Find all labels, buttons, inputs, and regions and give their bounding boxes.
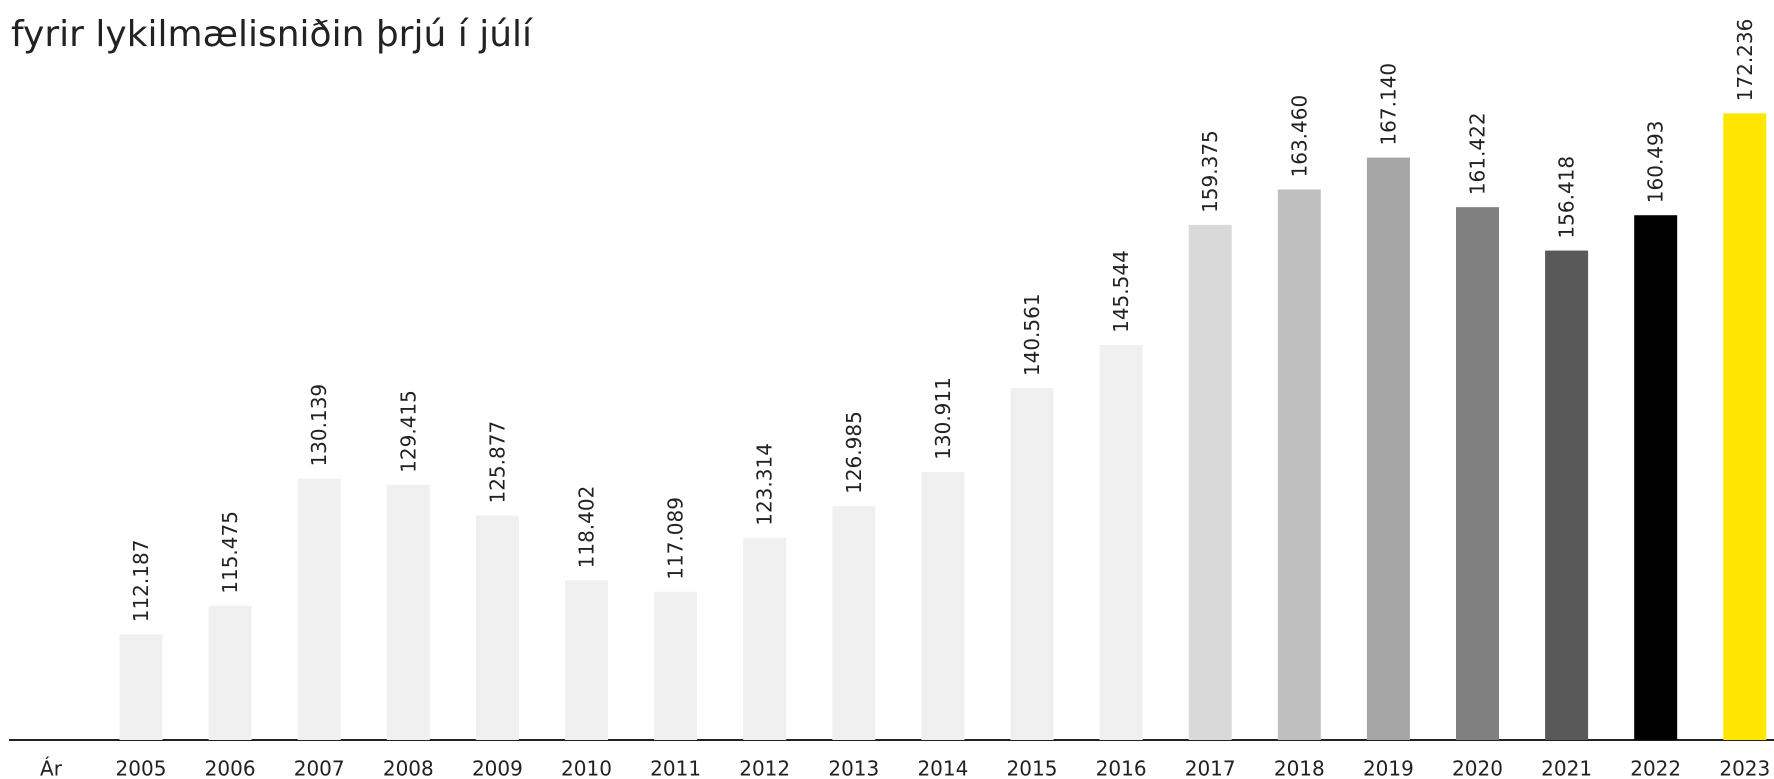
bar [921,471,965,740]
bar [208,605,252,740]
x-tick-label: 2014 [917,757,968,779]
value-label: 140.561 [1020,293,1044,376]
value-label: 125.877 [485,421,509,504]
value-label: 118.402 [575,486,599,569]
bar [1545,250,1589,740]
bar [475,515,519,740]
x-tick-label: 2021 [1541,757,1592,779]
value-label: 129.415 [396,390,420,473]
value-label: 160.493 [1644,121,1668,204]
bar [743,537,787,740]
value-label: 130.911 [931,377,955,460]
x-tick-label: 2015 [1007,757,1058,779]
value-label: 126.985 [842,411,866,494]
value-label: 159.375 [1198,130,1222,213]
x-tick-label: 2006 [205,757,256,779]
x-tick-label: 2019 [1363,757,1414,779]
bar [1010,388,1054,740]
x-tick-label: 2007 [294,757,345,779]
bar [1456,207,1499,740]
bar [1277,189,1321,740]
value-label: 172.236 [1733,19,1757,102]
value-label: 123.314 [753,443,777,526]
x-tick-label: 2011 [650,757,701,779]
bar [297,478,341,740]
value-label: 145.544 [1109,250,1133,333]
bar [1723,113,1767,740]
bar [1366,157,1410,741]
bar [386,484,430,740]
value-label: 161.422 [1466,112,1490,195]
x-tick-label: 2005 [116,757,167,779]
bar [1188,224,1232,740]
bar [565,580,608,740]
x-tick-label: 2016 [1096,757,1147,779]
x-tick-label: 2017 [1185,757,1236,779]
value-label: 130.139 [307,384,331,467]
x-tick-label: 2020 [1452,757,1503,779]
bar [832,505,876,740]
bar [1634,215,1678,741]
bar [654,591,698,740]
x-axis-label: Ár [40,757,63,779]
bar [119,634,163,740]
value-label: 163.460 [1287,95,1311,178]
chart-title: fyrir lykilmælisniðin þrjú í júlí [11,14,533,55]
x-tick-label: 2009 [472,757,523,779]
value-label: 167.140 [1376,63,1400,146]
value-label: 115.475 [218,511,242,594]
value-label: 156.418 [1555,156,1579,239]
x-tick-label: 2023 [1719,757,1770,779]
x-tick-label: 2010 [561,757,612,779]
value-label: 117.089 [664,497,688,580]
x-tick-label: 2008 [383,757,434,779]
x-tick-label: 2012 [739,757,790,779]
value-label: 112.187 [129,540,153,623]
bar [1099,344,1143,740]
x-tick-label: 2022 [1630,757,1681,779]
x-tick-label: 2013 [828,757,879,779]
x-tick-label: 2018 [1274,757,1325,779]
